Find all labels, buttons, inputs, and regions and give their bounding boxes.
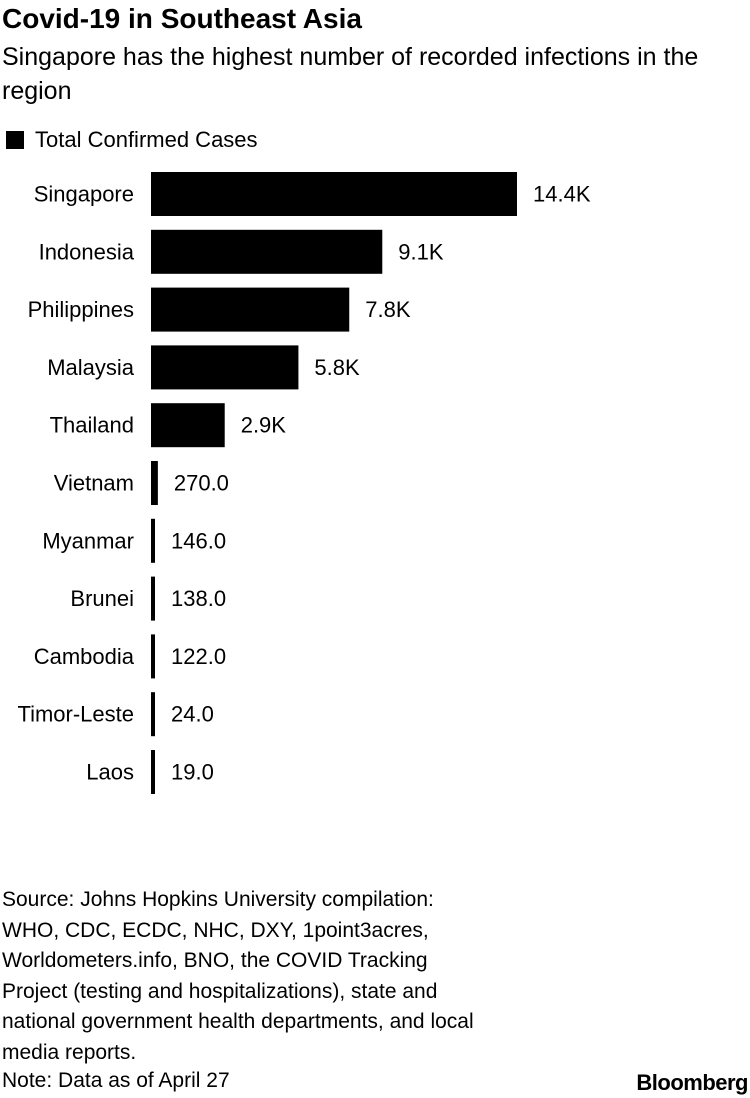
data-note: Note: Data as of April 27 <box>2 1069 230 1092</box>
data-label: 5.8K <box>314 355 360 380</box>
bar <box>151 287 350 332</box>
data-label: 9.1K <box>398 239 444 264</box>
source-line: media reports. <box>2 1040 137 1064</box>
bar <box>151 229 383 274</box>
category-label: Philippines <box>28 297 134 322</box>
data-label: 7.8K <box>365 297 411 322</box>
category-label: Timor-Leste <box>17 702 134 727</box>
bar <box>151 576 155 621</box>
bar <box>151 403 225 448</box>
bar-chart: Singapore 14.4K Indonesia 9.1K Philippines 7.… <box>17 172 591 794</box>
chart-title: Covid-19 in Southeast Asia <box>2 3 362 34</box>
chart-subtitle: Singapore has the highest number of reco… <box>2 43 699 105</box>
legend: Total Confirmed Cases <box>6 125 258 155</box>
bloomberg-logo: Bloomberg <box>636 1070 748 1095</box>
bar <box>151 634 155 679</box>
category-label: Indonesia <box>39 239 135 264</box>
category-label: Malaysia <box>47 355 135 380</box>
source-line: Source: Johns Hopkins University compila… <box>2 888 434 911</box>
category-label: Brunei <box>70 586 134 611</box>
source-line: Worldometers.info, BNO, the COVID Tracki… <box>2 949 428 972</box>
data-label: 146.0 <box>171 528 226 553</box>
bar <box>151 461 158 505</box>
category-label: Singapore <box>34 182 134 207</box>
source-note: Source: Johns Hopkins University compila… <box>2 885 602 1068</box>
bar <box>151 750 155 794</box>
source-line: WHO, CDC, ECDC, NHC, DXY, 1point3acres, <box>2 918 429 942</box>
data-label: 24.0 <box>171 702 214 727</box>
source-line: national government health departments, … <box>2 1010 474 1033</box>
data-label: 2.9K <box>241 413 287 438</box>
bar <box>151 172 517 216</box>
legend-label: Total Confirmed Cases <box>35 127 258 152</box>
bar <box>151 345 299 390</box>
data-label: 122.0 <box>171 644 226 669</box>
source-line: Project (testing and hospitalizations), … <box>2 979 438 1003</box>
category-label: Vietnam <box>54 471 134 496</box>
bar <box>151 692 155 737</box>
category-label: Cambodia <box>34 644 135 669</box>
category-label: Myanmar <box>42 528 134 553</box>
data-label: 138.0 <box>171 586 226 611</box>
data-label: 270.0 <box>174 471 229 496</box>
data-label: 14.4K <box>533 182 591 207</box>
category-label: Laos <box>86 760 134 785</box>
data-label: 19.0 <box>171 760 214 785</box>
category-label: Thailand <box>50 413 134 438</box>
legend-swatch <box>6 131 24 149</box>
bar <box>151 518 155 563</box>
